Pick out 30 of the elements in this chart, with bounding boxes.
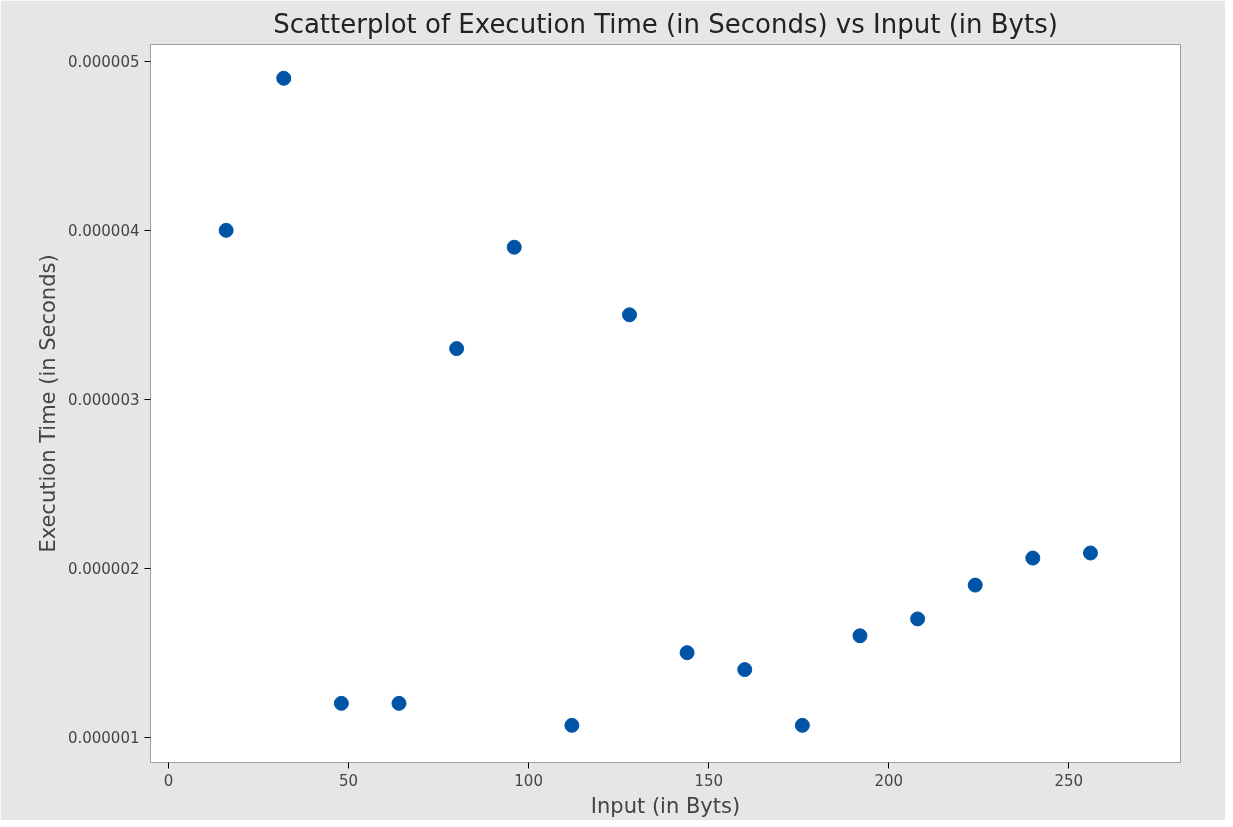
point [276,70,292,86]
x-tick-label: 200 [874,771,904,790]
point [737,662,753,678]
point [910,611,926,627]
point [564,717,580,733]
x-tick-label: 100 [514,771,543,790]
chart-title: Scatterplot of Execution Time (in Seconds) vs Input (in Byts) [273,8,1058,39]
point [218,222,234,238]
point [1025,550,1041,566]
point [679,645,695,661]
point [621,307,637,323]
x-tick-label: 250 [1054,771,1084,790]
point [449,341,465,357]
point [506,239,522,255]
y-tick-label: 0.000004 [67,222,140,241]
y-tick-label: 0.000002 [67,560,140,579]
x-tick-label: 50 [339,771,359,790]
point [967,577,983,593]
point [333,695,349,711]
y-tick-label: 0.000005 [67,53,140,72]
point [391,695,407,711]
x-tick-label: 0 [163,771,174,790]
x-tick-label: 150 [694,771,724,790]
point [794,717,810,733]
point [1082,545,1098,561]
x-axis-title: Input (in Byts) [590,793,741,818]
point [852,628,868,644]
y-tick-label: 0.000001 [67,729,140,748]
y-tick-label: 0.000003 [67,391,140,410]
y-axis-title: Execution Time (in Seconds) [35,254,60,553]
